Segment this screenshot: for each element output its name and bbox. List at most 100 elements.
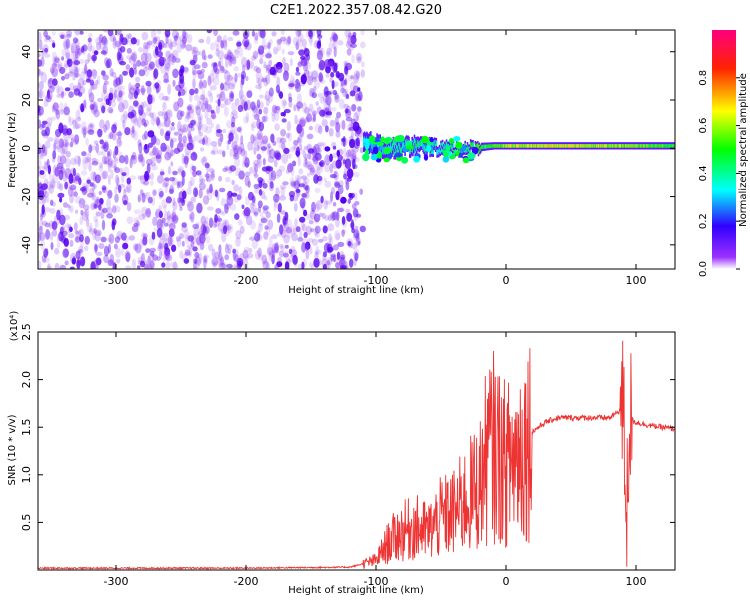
noise-speckle [282,39,289,45]
noise-speckle [77,155,81,167]
band-core [605,144,608,148]
band-core [441,147,443,153]
noise-speckle [232,250,237,261]
noise-speckle [354,225,359,231]
noise-speckle [159,171,165,176]
band-core [522,144,524,148]
noise-speckle [290,75,295,86]
noise-speckle [169,183,174,195]
noise-speckle [41,123,46,129]
noise-speckle [360,41,366,49]
noise-speckle [127,127,135,136]
noise-speckle [166,210,171,221]
noise-speckle [141,31,149,41]
noise-speckle [165,109,173,119]
noise-speckle [106,213,113,219]
noise-speckle [324,180,332,188]
noise-speckle [104,145,109,153]
noise-speckle [340,87,346,94]
noise-speckle [94,219,99,228]
noise-speckle [332,81,339,88]
noise-speckle [48,91,53,101]
noise-speckle [43,248,49,258]
noise-speckle [109,131,114,140]
noise-speckle [146,84,152,96]
band-core [547,144,549,148]
y-tick-label: 1.0 [20,466,33,484]
noise-speckle [141,206,148,217]
noise-speckle [309,246,313,255]
noise-speckle [206,189,213,201]
noise-speckle [141,192,147,198]
noise-speckle [156,218,163,230]
noise-speckle [351,203,357,210]
band-core [568,144,570,148]
noise-speckle [98,33,104,44]
noise-speckle [54,56,60,61]
snr-marks [38,340,675,570]
colorbar-tick-label: 0.2 [698,213,709,229]
noise-speckle [340,120,346,130]
noise-speckle [202,97,209,106]
noise-speckle [325,111,332,116]
noise-speckle [335,218,340,228]
noise-speckle [49,77,55,82]
noise-speckle [42,44,49,55]
noise-speckle [285,218,293,230]
noise-speckle [143,66,148,72]
noise-speckle [210,114,217,120]
noise-speckle [49,180,56,189]
noise-speckle [146,107,152,116]
noise-speckle [275,105,281,111]
noise-speckle [118,102,125,113]
noise-speckle [41,165,49,170]
noise-speckle [161,198,168,209]
noise-speckle [120,46,126,53]
noise-speckle [283,71,290,76]
noise-speckle [63,237,69,247]
noise-speckle [196,134,202,143]
noise-speckle [182,190,187,200]
noise-speckle [349,258,354,268]
noise-speckle [203,55,207,61]
noise-speckle [205,171,209,182]
noise-speckle [173,35,178,41]
noise-speckle [161,217,166,224]
noise-speckle [261,76,264,83]
noise-speckle [353,172,360,178]
noise-speckle [161,262,166,268]
noise-speckle [114,163,118,171]
noise-speckle [167,83,172,95]
noise-speckle [298,32,304,43]
noise-speckle [278,250,285,258]
noise-speckle [295,66,300,73]
noise-speckle [91,69,97,80]
noise-speckle [45,180,53,191]
noise-speckle [244,41,248,50]
noise-speckle [350,149,357,159]
band-core [619,144,622,148]
noise-speckle [210,150,216,155]
band-core [476,143,479,148]
noise-speckle [129,72,134,78]
noise-speckle [323,199,329,210]
noise-speckle [84,157,92,163]
noise-speckle [314,152,322,161]
noise-speckle [65,158,71,169]
noise-speckle [252,162,257,171]
noise-speckle [261,135,269,144]
noise-speckle [119,167,124,174]
noise-speckle [280,36,287,42]
noise-speckle [64,142,71,147]
noise-speckle [234,157,241,168]
noise-speckle [295,71,301,76]
noise-speckle [290,225,296,236]
noise-speckle [247,180,251,188]
noise-speckle [52,55,60,66]
noise-speckle [113,89,118,99]
noise-speckle [70,45,75,54]
noise-speckle [209,42,216,51]
band-core [573,144,576,148]
noise-speckle [341,216,346,225]
